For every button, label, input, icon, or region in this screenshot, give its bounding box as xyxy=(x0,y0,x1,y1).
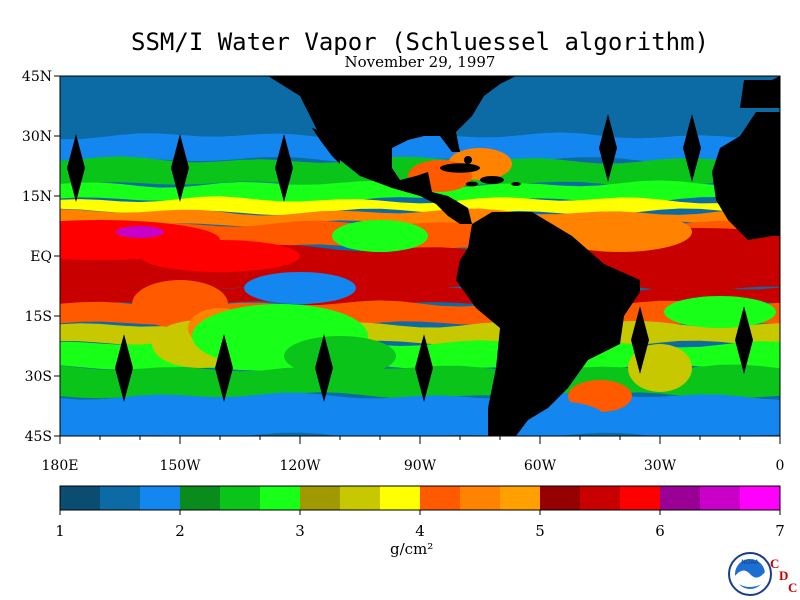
vapor-patch xyxy=(548,212,692,252)
landmass xyxy=(456,212,640,436)
colorbar-swatch xyxy=(660,486,701,510)
cdc-letter: D xyxy=(779,568,789,583)
lon-label: 120W xyxy=(279,458,321,474)
lat-label: 45N xyxy=(22,69,52,85)
colorbar-swatch xyxy=(580,486,621,510)
colorbar-swatch xyxy=(540,486,581,510)
colorbar-tick-label: 6 xyxy=(655,522,665,540)
colorbar-swatch xyxy=(300,486,341,510)
colorbar-tick-label: 7 xyxy=(775,522,785,540)
map-title: SSM/I Water Vapor (Schluessel algorithm) xyxy=(131,28,709,56)
diamond-marker xyxy=(215,334,233,402)
vapor-patch xyxy=(332,220,428,252)
colorbar-swatch xyxy=(220,486,261,510)
lat-label: EQ xyxy=(30,249,52,265)
colorbar-swatch xyxy=(180,486,221,510)
colorbar-tick-label: 2 xyxy=(175,522,185,540)
colorbar-swatch xyxy=(500,486,541,510)
colorbar-tick-label: 4 xyxy=(415,522,425,540)
vapor-patch xyxy=(244,272,356,304)
colorbar-swatch xyxy=(460,486,501,510)
island xyxy=(466,181,478,187)
lat-label: 30N xyxy=(22,129,52,145)
vapor-patch xyxy=(568,380,632,412)
diamond-marker xyxy=(631,306,649,374)
lon-label: 0 xyxy=(776,458,785,474)
map-date: November 29, 1997 xyxy=(344,53,496,71)
colorbar-swatch xyxy=(380,486,421,510)
colorbar-swatch xyxy=(260,486,301,510)
landmass xyxy=(740,76,780,108)
vapor-patch xyxy=(116,226,164,238)
diamond-marker xyxy=(315,334,333,402)
vapor-band xyxy=(60,132,780,164)
diamond-marker xyxy=(115,334,133,402)
colorbar-swatch xyxy=(420,486,461,510)
lat-label: 30S xyxy=(25,369,52,385)
colorbar-tick-label: 3 xyxy=(295,522,305,540)
landmass xyxy=(268,76,516,224)
colorbar-swatch xyxy=(620,486,661,510)
landmass xyxy=(312,128,340,164)
vapor-patch xyxy=(140,240,300,272)
cdc-letter: C xyxy=(770,556,780,571)
noaa-logo: NOAA xyxy=(728,552,772,596)
colorbar-units: g/cm² xyxy=(390,540,434,558)
lon-label: 90W xyxy=(404,458,437,474)
noaa-logo-text: NOAA xyxy=(741,559,759,566)
diamond-marker xyxy=(171,134,189,202)
vapor-band xyxy=(60,392,780,436)
diamond-marker xyxy=(415,334,433,402)
lat-label: 15N xyxy=(22,189,52,205)
lat-label: 45S xyxy=(25,429,52,445)
colorbar-swatch xyxy=(100,486,141,510)
cdc-letter: C xyxy=(788,580,798,595)
diamond-marker xyxy=(683,114,701,182)
colorbar-swatch xyxy=(60,486,101,510)
colorbar-swatch xyxy=(740,486,781,510)
water-vapor-field xyxy=(60,76,780,436)
colorbar-tick-label: 5 xyxy=(535,522,545,540)
diamond-marker xyxy=(735,306,753,374)
island xyxy=(480,176,504,184)
island xyxy=(464,156,472,164)
landmass xyxy=(712,112,780,240)
diamond-marker xyxy=(67,134,85,202)
lon-label: 150W xyxy=(159,458,201,474)
island xyxy=(511,182,521,186)
colorbar-tick-label: 1 xyxy=(55,522,65,540)
diamond-marker xyxy=(599,114,617,182)
lon-label: 180E xyxy=(42,458,79,474)
diamond-marker xyxy=(275,134,293,202)
lat-label: 15S xyxy=(25,309,52,325)
island xyxy=(440,163,480,173)
colorbar-swatch xyxy=(340,486,381,510)
vapor-patch xyxy=(664,296,776,328)
lon-label: 30W xyxy=(644,458,677,474)
vapor-patch xyxy=(284,336,396,376)
lon-label: 60W xyxy=(524,458,557,474)
vapor-band xyxy=(60,196,780,216)
vapor-patch xyxy=(540,80,780,128)
colorbar-swatch xyxy=(700,486,741,510)
colorbar-swatch xyxy=(140,486,181,510)
